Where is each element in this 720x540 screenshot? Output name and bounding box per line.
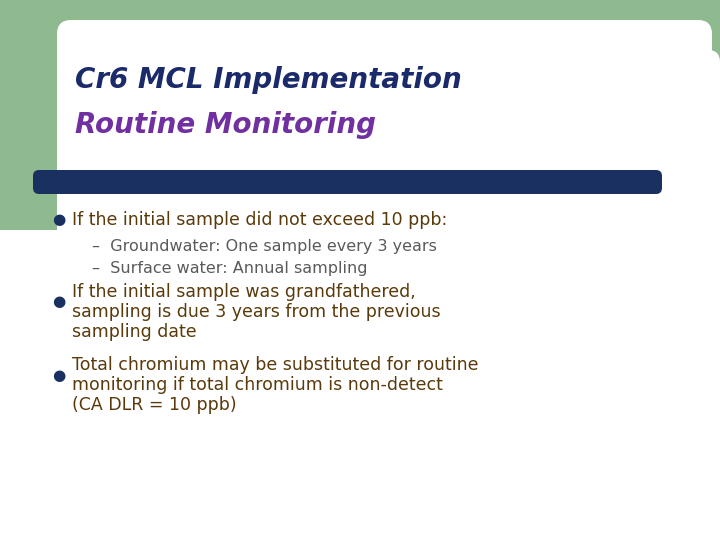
Text: ●: ● [52,294,66,309]
Bar [0,0,340,220]
Text: sampling is due 3 years from the previous: sampling is due 3 years from the previou… [72,303,441,321]
Text: If the initial sample was grandfathered,: If the initial sample was grandfathered, [72,283,415,301]
Text: –  Groundwater: One sample every 3 years: – Groundwater: One sample every 3 years [92,240,437,254]
Text: monitoring if total chromium is non-detect: monitoring if total chromium is non-dete… [72,376,443,394]
Bar [0,230,720,540]
Text: ●: ● [52,213,66,227]
FancyBboxPatch shape [33,170,662,194]
Text: –  Surface water: Annual sampling: – Surface water: Annual sampling [92,260,367,275]
Text: Total chromium may be substituted for routine: Total chromium may be substituted for ro… [72,356,479,374]
Text: Cr6 MCL Implementation: Cr6 MCL Implementation [75,66,462,94]
Text: If the initial sample did not exceed 10 ppb:: If the initial sample did not exceed 10 … [72,211,447,229]
Text: Routine Monitoring: Routine Monitoring [75,111,376,139]
Text: sampling date: sampling date [72,323,197,341]
FancyBboxPatch shape [58,50,720,540]
Text: ●: ● [52,368,66,382]
FancyBboxPatch shape [57,20,712,490]
Text: (CA DLR = 10 ppb): (CA DLR = 10 ppb) [72,396,237,414]
